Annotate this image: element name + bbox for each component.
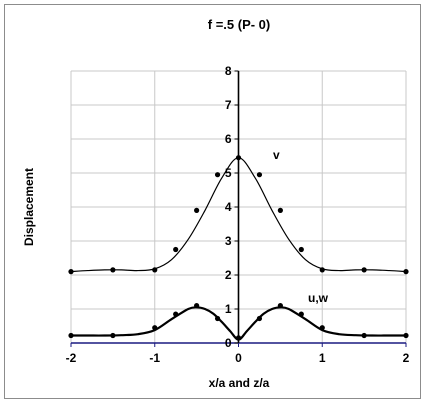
y-tick-label: 7 (225, 98, 232, 112)
x-axis-label: x/a and z/a (209, 376, 270, 390)
data-point-u-w (152, 325, 158, 331)
data-point-u-w (194, 303, 200, 309)
data-point-u-w (68, 332, 74, 339)
x-tick-label: 0 (235, 351, 242, 365)
y-tick-label: 0 (225, 336, 232, 350)
data-point-v (214, 172, 221, 178)
y-axis-label: Displacement (22, 168, 36, 246)
data-point-v (110, 267, 116, 273)
tick-labels: 0 1 2 3 4 5 6 7 8 -2 -1 0 1 2 (66, 64, 410, 365)
y-tick-label: 6 (225, 132, 232, 146)
data-point-u-w (319, 325, 325, 331)
data-point-v (256, 172, 263, 178)
data-point-v (152, 267, 158, 273)
y-tick-label: 8 (225, 64, 232, 78)
series-label-u-w: u,w (308, 291, 329, 305)
data-point-u-w (403, 332, 409, 339)
x-tick-label: -1 (149, 351, 160, 365)
data-point-v (194, 207, 200, 213)
series-label-v: v (273, 148, 280, 162)
data-point-u-w (214, 315, 221, 322)
x-tick-label: 1 (319, 351, 326, 365)
x-tick-label: 2 (403, 351, 410, 365)
data-point-u-w (235, 335, 242, 341)
data-point-v (298, 246, 304, 253)
chart-title: f =.5 (P- 0) (208, 17, 271, 32)
data-point-u-w (173, 311, 179, 317)
x-tick-label: -2 (66, 351, 77, 365)
y-tick-label: 5 (225, 166, 232, 180)
data-point-v (277, 207, 283, 213)
y-tick-label: 1 (225, 302, 232, 316)
data-point-u-w (256, 315, 263, 322)
data-point-u-w (298, 311, 304, 317)
y-tick-label: 3 (225, 234, 232, 248)
chart-frame: f =.5 (P- 0) 0 1 2 3 4 5 6 7 8 -2 -1 0 1 2 x/a and z/… (4, 4, 421, 399)
y-tick-label: 2 (225, 268, 232, 282)
data-point-u-w (361, 332, 367, 339)
data-point-v (403, 269, 409, 275)
axes (70, 70, 407, 347)
data-point-v (68, 269, 74, 275)
line-chart: f =.5 (P- 0) 0 1 2 3 4 5 6 7 8 -2 -1 0 1 2 x/a and z/… (22, 17, 410, 390)
series-layer (68, 155, 409, 341)
data-point-v (361, 267, 367, 273)
data-point-v (173, 246, 179, 253)
data-point-v (235, 155, 242, 161)
data-point-v (319, 267, 325, 273)
y-tick-label: 4 (225, 200, 232, 214)
data-point-u-w (110, 332, 116, 339)
data-point-u-w (277, 303, 283, 309)
